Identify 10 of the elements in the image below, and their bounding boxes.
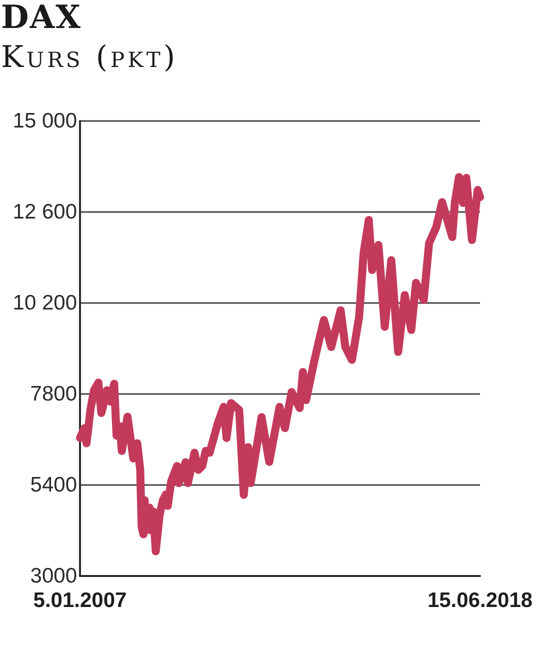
y-tick-label: 10 200 — [12, 292, 77, 314]
y-tick-label: 7800 — [30, 382, 77, 406]
chart-subtitle: Kurs (pkt) — [1, 39, 178, 77]
x-tick-label: 5.01.2007 — [33, 589, 127, 612]
x-tick-label: 15.06.2018 — [427, 589, 533, 612]
y-tick-label: 5400 — [30, 474, 77, 496]
chart-title: DAX — [1, 0, 82, 36]
y-tick-label: 15 000 — [12, 110, 77, 132]
y-tick-label: 3000 — [30, 564, 77, 588]
y-tick-label: 12 600 — [12, 200, 77, 224]
